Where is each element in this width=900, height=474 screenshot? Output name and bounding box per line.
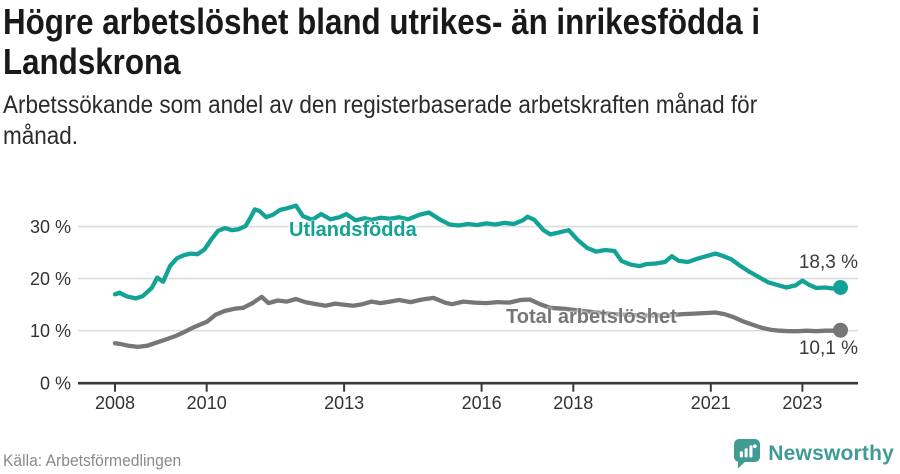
chart-subtitle: Arbetssökande som andel av den registerb…: [3, 90, 757, 152]
series-end-dot-utlandsfodda: [833, 280, 848, 295]
y-tick-label: 10 %: [30, 321, 71, 341]
source-credit: Källa: Arbetsförmedlingen: [3, 451, 182, 470]
x-axis: 2008 2010 2013 2016 2018 2021 2023: [78, 381, 858, 413]
series-end-dot-total: [833, 322, 848, 338]
series-label-utlandsfodda: Utlandsfödda: [289, 219, 417, 241]
title-line-2: Landskrona: [3, 41, 181, 82]
page-title: Högre arbetslöshet bland utrikes- än inr…: [3, 2, 760, 82]
y-tick-label: 30 %: [30, 217, 71, 237]
subtitle-line-1: Arbetssökande som andel av den registerb…: [3, 91, 758, 119]
x-tick-label: 2021: [691, 393, 731, 413]
x-tick-label: 2013: [324, 393, 364, 413]
gridlines: [78, 225, 858, 332]
x-tick-label: 2023: [782, 393, 822, 413]
y-axis-labels: 0 % 10 % 20 % 30 %: [30, 217, 71, 393]
x-tick-label: 2010: [187, 393, 227, 413]
end-value-label-utlandsfodda: 18,3 %: [798, 252, 858, 273]
newsworthy-logo-icon: [734, 439, 761, 469]
newsworthy-wordmark: Newsworthy: [768, 442, 894, 465]
x-tick-label: 2016: [462, 393, 502, 413]
series-label-total-arbetsloshet: Total arbetslöshet: [506, 306, 677, 328]
series-line-utlandsfodda: [112, 203, 843, 301]
series-end-dots: [833, 280, 848, 338]
series-line-total: [112, 294, 843, 350]
subtitle-line-2: månad.: [3, 122, 79, 150]
y-tick-label: 0 %: [40, 373, 71, 393]
x-tick-label: 2008: [95, 393, 135, 413]
series-lines: [112, 203, 843, 350]
title-line-1: Högre arbetslöshet bland utrikes- än inr…: [3, 1, 761, 42]
y-tick-label: 20 %: [30, 269, 71, 289]
newsworthy-brand: Newsworthy: [734, 439, 894, 469]
x-tick-label: 2018: [553, 393, 593, 413]
end-value-label-total: 10,1 %: [798, 338, 858, 359]
